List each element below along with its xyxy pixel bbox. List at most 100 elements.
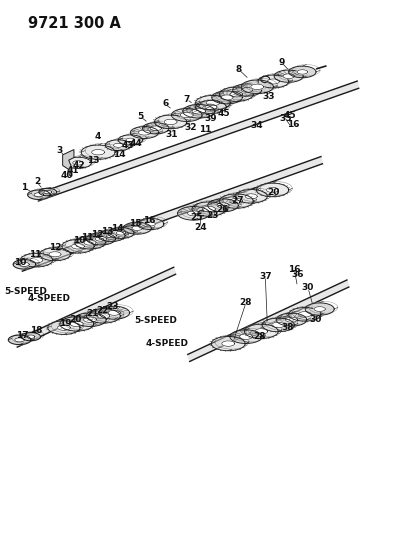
Polygon shape [171,109,202,122]
Polygon shape [164,119,177,125]
Polygon shape [44,190,52,194]
Text: 15: 15 [129,220,142,229]
Polygon shape [298,312,311,317]
Text: 9721 300 A: 9721 300 A [28,15,120,30]
Polygon shape [15,338,24,342]
Text: 10: 10 [73,237,85,246]
Polygon shape [28,190,50,199]
Text: 5: 5 [137,112,143,121]
Text: 19: 19 [59,319,72,328]
Text: 31: 31 [166,130,178,139]
Text: 16: 16 [287,119,300,128]
Polygon shape [34,193,44,197]
Polygon shape [126,138,135,142]
Polygon shape [48,321,80,334]
Polygon shape [208,199,238,212]
Polygon shape [81,145,115,159]
Polygon shape [267,79,279,84]
Polygon shape [240,334,252,340]
Polygon shape [245,194,257,199]
Polygon shape [37,81,359,201]
Polygon shape [13,260,36,269]
Polygon shape [60,317,94,331]
Polygon shape [266,188,279,192]
Polygon shape [8,335,31,345]
Text: 7: 7 [184,94,190,103]
Polygon shape [40,248,70,261]
Text: 45: 45 [283,111,296,120]
Text: 5-SPEED: 5-SPEED [5,287,47,296]
Polygon shape [256,183,289,197]
Polygon shape [108,228,134,238]
Polygon shape [74,313,106,327]
Polygon shape [65,157,91,168]
Polygon shape [262,318,294,332]
Text: 30: 30 [302,283,314,292]
Polygon shape [241,80,273,94]
Text: 14: 14 [113,150,126,159]
Polygon shape [21,253,53,267]
Polygon shape [206,100,220,106]
Polygon shape [58,325,70,330]
Polygon shape [230,330,262,343]
Polygon shape [187,211,200,216]
Text: 10: 10 [14,258,27,266]
Polygon shape [106,233,117,238]
Polygon shape [245,324,278,338]
Polygon shape [192,202,226,216]
Text: 13: 13 [87,156,99,165]
Polygon shape [192,108,206,114]
Polygon shape [289,308,321,321]
Polygon shape [95,237,106,241]
Polygon shape [242,87,253,92]
Polygon shape [183,104,215,118]
Text: 35: 35 [279,114,292,123]
Polygon shape [221,95,233,100]
Text: 20: 20 [267,188,279,197]
Polygon shape [188,280,349,361]
Polygon shape [272,322,285,328]
Text: 36: 36 [291,270,304,279]
Polygon shape [70,321,83,327]
Text: 13: 13 [101,228,113,237]
Polygon shape [211,336,245,351]
Polygon shape [118,135,143,145]
Text: 38: 38 [282,323,294,332]
Polygon shape [84,240,96,245]
Polygon shape [75,236,105,249]
Text: 24: 24 [194,223,207,232]
Text: 39: 39 [205,114,217,123]
Polygon shape [97,313,110,319]
Text: 16: 16 [288,265,300,274]
Polygon shape [83,317,97,322]
Polygon shape [20,262,29,266]
Text: 4-SPEED: 4-SPEED [27,294,70,303]
Polygon shape [251,84,264,90]
Polygon shape [219,194,253,208]
Text: 3: 3 [57,146,63,155]
Polygon shape [62,150,74,176]
Polygon shape [139,130,150,135]
Polygon shape [297,70,307,74]
Text: 4: 4 [95,132,101,141]
Polygon shape [289,66,316,78]
Text: 30: 30 [309,315,321,324]
Text: 16: 16 [143,216,155,225]
Text: 14: 14 [111,224,123,233]
Polygon shape [105,140,131,151]
Text: 23: 23 [106,302,118,311]
Polygon shape [230,198,243,204]
Text: 12: 12 [91,230,103,239]
Polygon shape [27,335,35,338]
Polygon shape [62,239,94,253]
Text: 40: 40 [61,171,73,180]
Polygon shape [203,206,215,212]
Text: 37: 37 [259,272,272,280]
Text: 8: 8 [236,66,242,74]
Polygon shape [16,267,175,347]
Text: 2: 2 [34,177,40,186]
Polygon shape [21,333,41,341]
Text: 17: 17 [16,331,29,340]
Polygon shape [235,190,267,203]
Text: 22: 22 [97,305,109,314]
